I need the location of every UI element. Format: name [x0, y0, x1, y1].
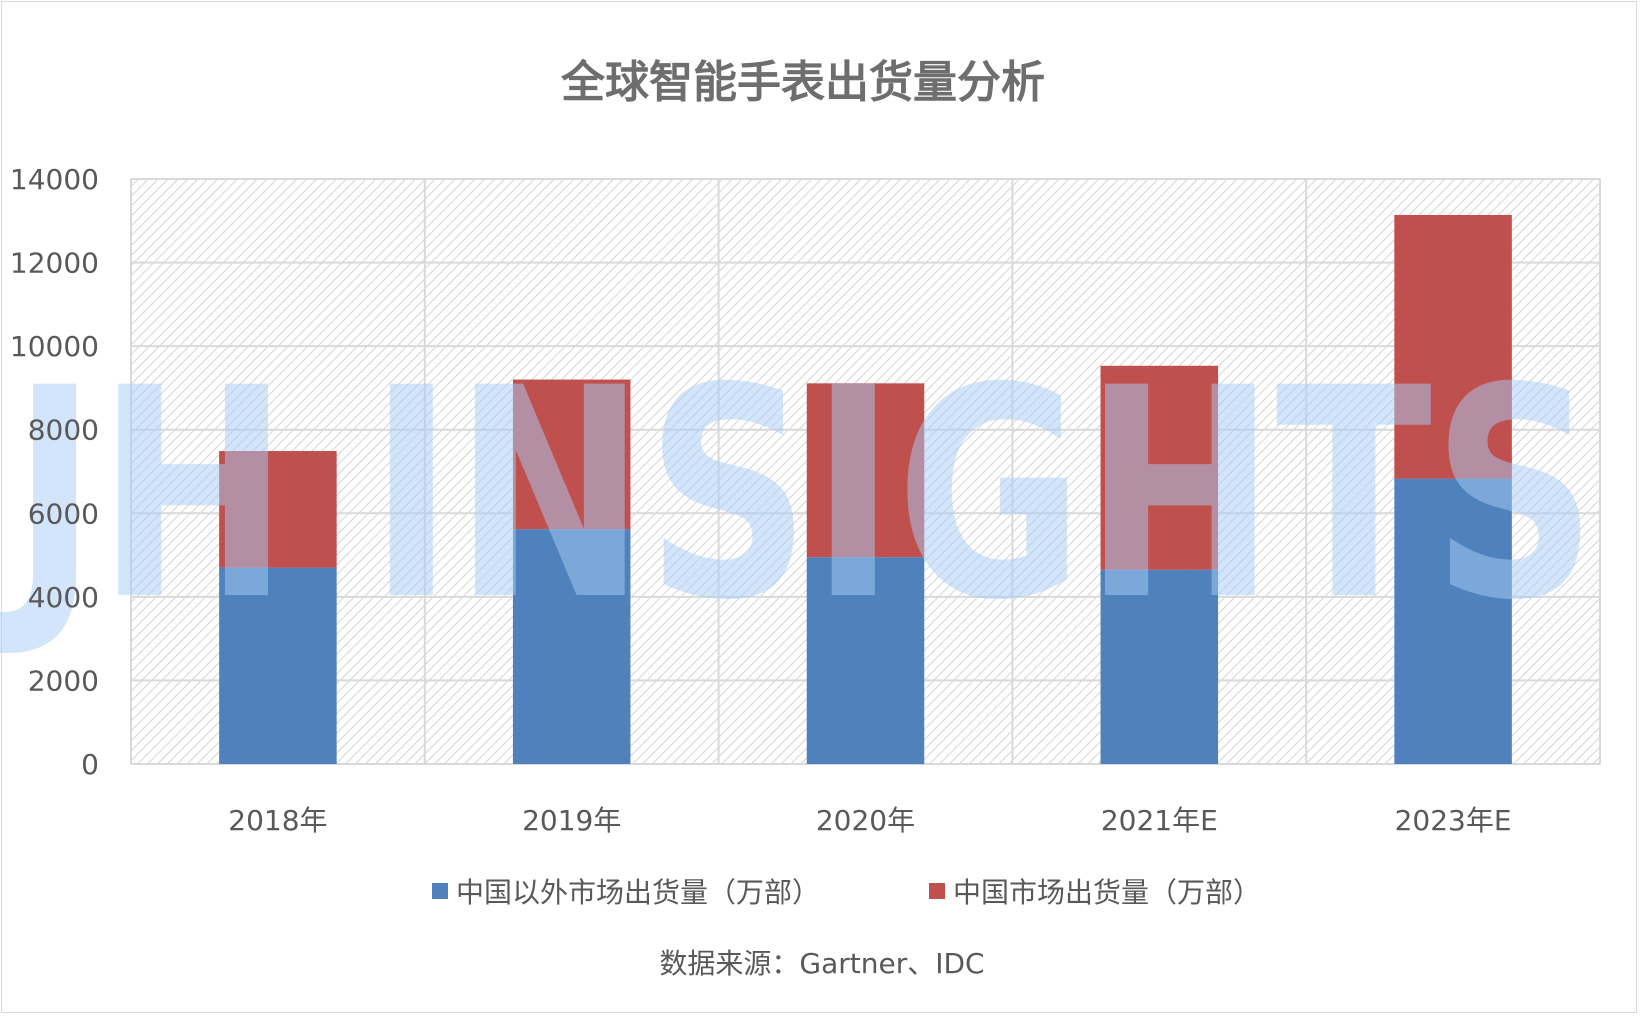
bar-outside-china-0 — [219, 567, 337, 764]
bar-outside-china-2 — [806, 557, 925, 764]
y-tick-label: 14000 — [10, 163, 99, 196]
bar-china-4 — [1394, 214, 1512, 479]
legend-swatch-china — [929, 883, 945, 899]
bar-outside-china-4 — [1394, 478, 1512, 764]
bar-outside-china-1 — [512, 529, 631, 764]
bar-china-0 — [219, 451, 337, 568]
bar-china-3 — [1100, 365, 1219, 570]
y-tick-label: 12000 — [10, 247, 99, 280]
bar-china-1 — [512, 379, 631, 530]
watermark: JH INSIGHTS — [0, 327, 1597, 664]
y-tick-label: 10000 — [10, 330, 99, 363]
x-tick-label: 2023年E — [1395, 804, 1512, 837]
legend-label-china: 中国市场出货量（万部） — [953, 876, 1261, 909]
x-tick-label: 2020年 — [816, 804, 915, 837]
x-axis-ticks: 2018年 2019年 2020年 2021年E 2023年E — [228, 804, 1511, 837]
bars — [219, 214, 1512, 764]
chart-title: 全球智能手表出货量分析 — [560, 57, 1045, 108]
y-tick-label: 6000 — [28, 497, 99, 530]
x-tick-label: 2018年 — [228, 804, 327, 837]
bar-china-2 — [806, 383, 925, 558]
y-tick-label: 4000 — [28, 581, 99, 614]
legend: 中国以外市场出货量（万部） 中国市场出货量（万部） — [432, 876, 1261, 909]
legend-swatch-outside-china — [432, 883, 448, 899]
x-tick-label: 2021年E — [1101, 804, 1218, 837]
y-tick-label: 8000 — [28, 414, 99, 447]
bar-outside-china-3 — [1100, 569, 1219, 764]
legend-label-outside-china: 中国以外市场出货量（万部） — [456, 876, 820, 909]
source-note: 数据来源：Gartner、IDC — [659, 947, 984, 980]
x-tick-label: 2019年 — [522, 804, 621, 837]
y-tick-label: 0 — [81, 748, 99, 781]
y-tick-label: 2000 — [28, 664, 99, 697]
y-axis-ticks: 0 2000 4000 6000 8000 10000 12000 14000 — [10, 163, 99, 781]
